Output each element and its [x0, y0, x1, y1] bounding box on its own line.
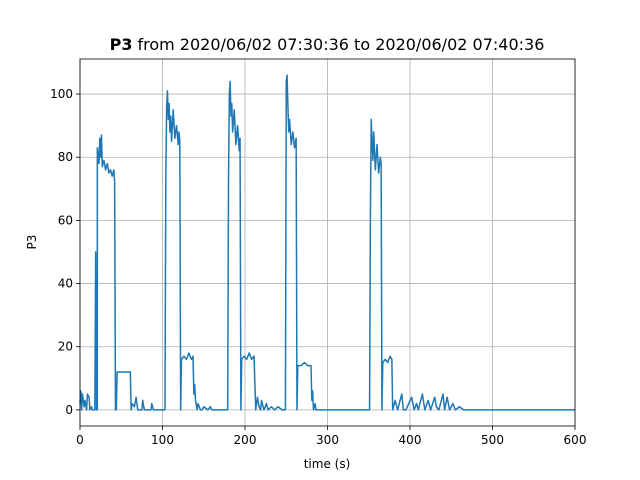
data-line: [79, 74, 575, 411]
x-tick-label: 100: [151, 433, 174, 447]
y-tick-label: 80: [58, 150, 73, 164]
y-tick-label: 100: [50, 87, 73, 101]
title-bold: P3: [110, 35, 133, 54]
x-tick-label: 200: [234, 433, 257, 447]
x-tick-label: 300: [316, 433, 339, 447]
chart-title: P3 from 2020/06/02 07:30:36 to 2020/06/02…: [110, 35, 545, 54]
y-axis-label: P3: [25, 235, 39, 250]
y-tick-label: 0: [65, 403, 73, 417]
y-tick-label: 60: [58, 213, 73, 227]
x-tick-label: 600: [564, 433, 587, 447]
x-tick-label: 400: [399, 433, 422, 447]
x-axis-label: time (s): [304, 457, 351, 471]
title-text: from 2020/06/02 07:30:36 to 2020/06/02 0…: [137, 35, 544, 54]
x-tick-label: 500: [481, 433, 504, 447]
x-tick-label: 0: [76, 433, 84, 447]
y-tick-label: 40: [58, 277, 73, 291]
plot-frame: [79, 58, 576, 427]
y-tick-label: 20: [58, 340, 73, 354]
